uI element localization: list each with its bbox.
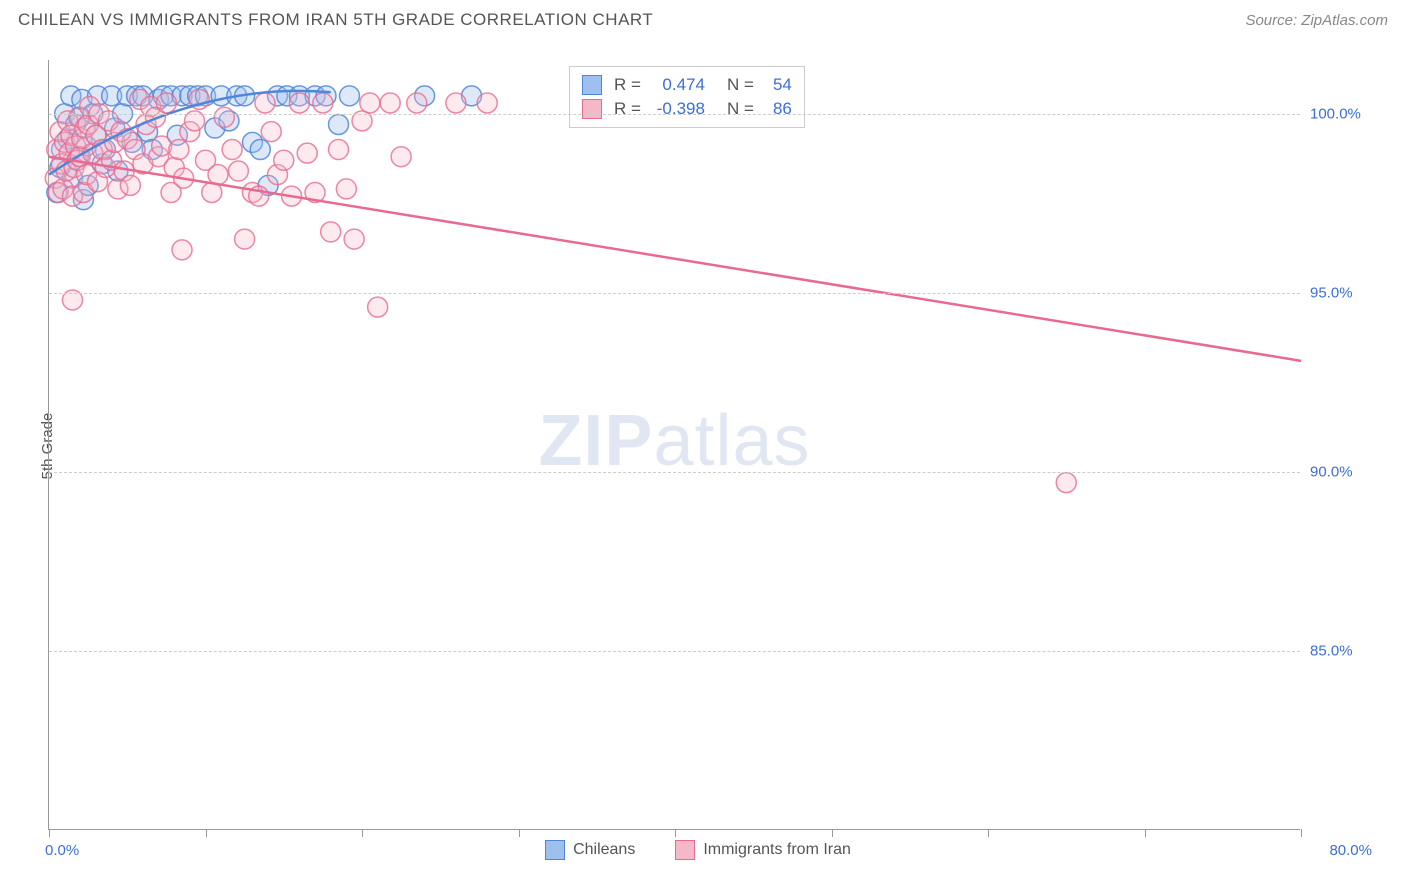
legend-swatch-chileans xyxy=(545,840,565,860)
swatch-iran xyxy=(582,99,602,119)
data-point-iran xyxy=(261,122,281,142)
stats-row-iran: R = -0.398 N = 86 xyxy=(582,97,792,121)
chart-svg xyxy=(49,60,1301,830)
data-point-iran xyxy=(360,93,380,113)
data-point-iran xyxy=(255,93,275,113)
data-point-iran xyxy=(329,140,349,160)
data-point-iran xyxy=(222,140,242,160)
x-tick-mark xyxy=(1145,829,1146,837)
r-label: R = xyxy=(614,75,641,95)
r-label: R = xyxy=(614,99,641,119)
data-point-chileans xyxy=(250,140,270,160)
stats-legend: R = 0.474 N = 54 R = -0.398 N = 86 xyxy=(569,66,805,128)
legend-swatch-iran xyxy=(675,840,695,860)
data-point-iran xyxy=(313,93,333,113)
x-tick-mark xyxy=(362,829,363,837)
n-label: N = xyxy=(727,99,754,119)
r-value-iran: -0.398 xyxy=(649,99,705,119)
swatch-chileans xyxy=(582,75,602,95)
y-tick-label: 90.0% xyxy=(1310,463,1370,480)
r-value-chileans: 0.474 xyxy=(649,75,705,95)
grid-line xyxy=(49,114,1300,115)
plot-area: ZIPatlas R =0.474N =54R =-0.398N =86 0.0… xyxy=(48,60,1300,830)
chart-header: CHILEAN VS IMMIGRANTS FROM IRAN 5TH GRAD… xyxy=(0,0,1406,38)
n-value-iran: 86 xyxy=(762,99,792,119)
data-point-chileans xyxy=(339,86,359,106)
data-point-iran xyxy=(120,175,140,195)
data-point-iran xyxy=(321,222,341,242)
bottom-legend: Chileans Immigrants from Iran xyxy=(48,840,1348,860)
x-tick-mark xyxy=(675,829,676,837)
data-point-chileans xyxy=(329,114,349,134)
data-point-iran xyxy=(407,93,427,113)
plot-wrap: ZIPatlas R =0.474N =54R =-0.398N =86 0.0… xyxy=(48,60,1348,830)
data-point-iran xyxy=(156,93,176,113)
trend-line-iran xyxy=(49,157,1301,361)
n-label: N = xyxy=(727,75,754,95)
x-tick-mark xyxy=(832,829,833,837)
legend-label-iran: Immigrants from Iran xyxy=(703,841,851,859)
x-tick-mark xyxy=(206,829,207,837)
grid-line xyxy=(49,293,1300,294)
data-point-iran xyxy=(477,93,497,113)
data-point-iran xyxy=(380,93,400,113)
x-tick-mark xyxy=(519,829,520,837)
data-point-iran xyxy=(169,140,189,160)
y-tick-label: 95.0% xyxy=(1310,284,1370,301)
x-tick-mark xyxy=(1301,829,1302,837)
data-point-iran xyxy=(208,165,228,185)
data-point-iran xyxy=(1056,473,1076,493)
data-point-iran xyxy=(152,136,172,156)
grid-line xyxy=(49,472,1300,473)
data-point-iran xyxy=(228,161,248,181)
y-tick-label: 85.0% xyxy=(1310,642,1370,659)
x-tick-mark xyxy=(988,829,989,837)
data-point-iran xyxy=(214,107,234,127)
data-point-iran xyxy=(297,143,317,163)
legend-label-chileans: Chileans xyxy=(573,841,635,859)
y-tick-label: 100.0% xyxy=(1310,105,1370,122)
legend-item-iran: Immigrants from Iran xyxy=(675,840,851,860)
data-point-iran xyxy=(368,297,388,317)
grid-line xyxy=(49,651,1300,652)
data-point-iran xyxy=(172,240,192,260)
legend-item-chileans: Chileans xyxy=(545,840,635,860)
x-tick-mark xyxy=(49,829,50,837)
stats-row-chileans: R = 0.474 N = 54 xyxy=(582,73,792,97)
data-point-iran xyxy=(274,150,294,170)
data-point-iran xyxy=(235,229,255,249)
data-point-iran xyxy=(391,147,411,167)
chart-source: Source: ZipAtlas.com xyxy=(1245,12,1388,29)
data-point-iran xyxy=(446,93,466,113)
n-value-chileans: 54 xyxy=(762,75,792,95)
data-point-iran xyxy=(344,229,364,249)
data-point-iran xyxy=(289,93,309,113)
chart-title: CHILEAN VS IMMIGRANTS FROM IRAN 5TH GRAD… xyxy=(18,10,653,30)
data-point-iran xyxy=(336,179,356,199)
